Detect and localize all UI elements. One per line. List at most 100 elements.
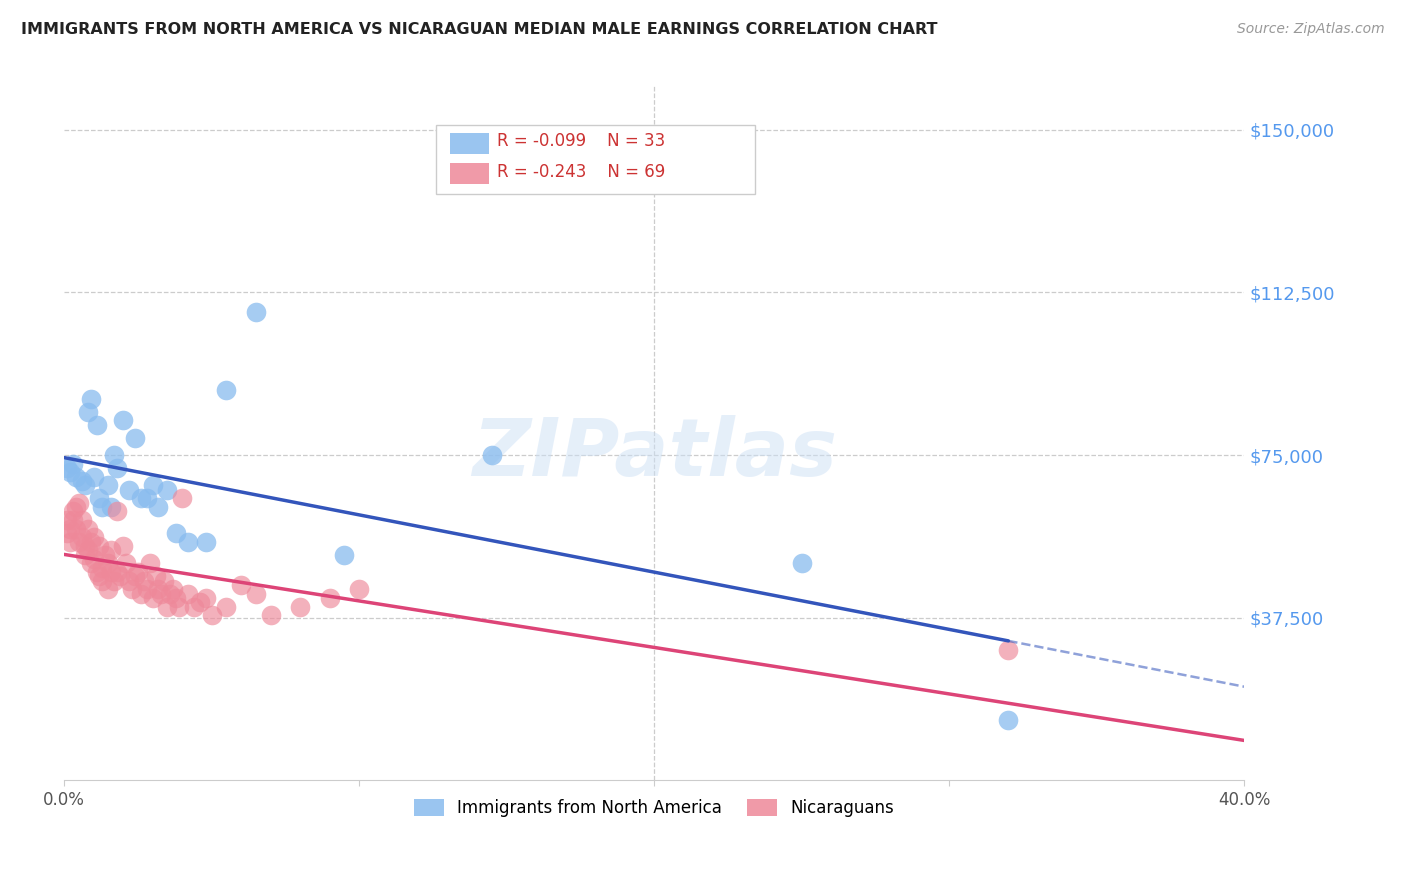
- Point: [288, 599, 311, 614]
- Text: IMMIGRANTS FROM NORTH AMERICA VS NICARAGUAN MEDIAN MALE EARNINGS CORRELATION CHA: IMMIGRANTS FROM NORTH AMERICA VS NICARAG…: [21, 22, 938, 37]
- Point: [86, 565, 108, 579]
- Point: [97, 557, 120, 571]
- Point: [229, 578, 252, 592]
- Point: [153, 574, 176, 588]
- Point: [70, 513, 93, 527]
- Point: [79, 392, 101, 406]
- Point: [129, 587, 152, 601]
- Point: [347, 582, 370, 597]
- Point: [67, 496, 90, 510]
- FancyBboxPatch shape: [450, 133, 489, 153]
- Point: [162, 582, 184, 597]
- Point: [97, 478, 120, 492]
- Point: [177, 587, 200, 601]
- Point: [83, 552, 105, 566]
- Point: [135, 491, 157, 506]
- Point: [165, 591, 187, 606]
- Point: [997, 643, 1019, 657]
- Point: [89, 491, 111, 506]
- Point: [159, 587, 181, 601]
- Point: [105, 461, 128, 475]
- Point: [59, 466, 82, 480]
- Text: Source: ZipAtlas.com: Source: ZipAtlas.com: [1237, 22, 1385, 37]
- Point: [150, 587, 173, 601]
- FancyBboxPatch shape: [450, 163, 489, 185]
- Point: [118, 483, 141, 497]
- Point: [215, 383, 238, 397]
- Point: [56, 513, 79, 527]
- Point: [56, 461, 79, 475]
- Point: [200, 608, 222, 623]
- Point: [65, 522, 87, 536]
- Point: [997, 713, 1019, 727]
- Text: R = -0.243    N = 69: R = -0.243 N = 69: [498, 162, 665, 181]
- Point: [121, 582, 143, 597]
- Point: [172, 491, 194, 506]
- Point: [132, 574, 155, 588]
- Point: [67, 534, 90, 549]
- Point: [76, 404, 98, 418]
- Point: [100, 565, 122, 579]
- Point: [148, 582, 170, 597]
- Point: [135, 582, 157, 597]
- Point: [56, 526, 79, 541]
- Point: [167, 599, 190, 614]
- Point: [65, 469, 87, 483]
- Point: [76, 522, 98, 536]
- Legend: Immigrants from North America, Nicaraguans: Immigrants from North America, Nicaragua…: [408, 792, 901, 824]
- Point: [70, 474, 93, 488]
- Point: [165, 526, 187, 541]
- Point: [103, 574, 125, 588]
- Point: [73, 478, 96, 492]
- Point: [259, 608, 281, 623]
- Point: [79, 557, 101, 571]
- Point: [318, 591, 340, 606]
- Point: [333, 548, 356, 562]
- Point: [91, 500, 114, 514]
- Point: [177, 534, 200, 549]
- Point: [145, 569, 167, 583]
- Point: [94, 548, 117, 562]
- Point: [124, 431, 146, 445]
- Point: [73, 548, 96, 562]
- Point: [79, 534, 101, 549]
- Point: [89, 539, 111, 553]
- Point: [245, 305, 267, 319]
- Point: [105, 565, 128, 579]
- Point: [70, 530, 93, 544]
- Point: [245, 587, 267, 601]
- Point: [142, 478, 165, 492]
- Point: [62, 513, 84, 527]
- Point: [138, 557, 160, 571]
- Point: [156, 483, 179, 497]
- Point: [129, 491, 152, 506]
- Point: [156, 599, 179, 614]
- Point: [100, 500, 122, 514]
- Point: [215, 599, 238, 614]
- Point: [481, 448, 503, 462]
- Point: [86, 417, 108, 432]
- Point: [127, 565, 149, 579]
- Point: [91, 561, 114, 575]
- Point: [83, 469, 105, 483]
- Point: [65, 500, 87, 514]
- Point: [790, 557, 813, 571]
- Point: [83, 530, 105, 544]
- Point: [142, 591, 165, 606]
- Point: [91, 574, 114, 588]
- Point: [100, 543, 122, 558]
- Point: [194, 591, 217, 606]
- Point: [108, 569, 131, 583]
- Point: [148, 500, 170, 514]
- Text: ZIPatlas: ZIPatlas: [472, 415, 837, 493]
- Point: [105, 504, 128, 518]
- Point: [62, 504, 84, 518]
- Point: [59, 534, 82, 549]
- Text: R = -0.099    N = 33: R = -0.099 N = 33: [498, 132, 665, 150]
- Point: [112, 413, 135, 427]
- Point: [112, 539, 135, 553]
- Point: [59, 522, 82, 536]
- Point: [89, 569, 111, 583]
- FancyBboxPatch shape: [436, 125, 755, 194]
- Point: [76, 543, 98, 558]
